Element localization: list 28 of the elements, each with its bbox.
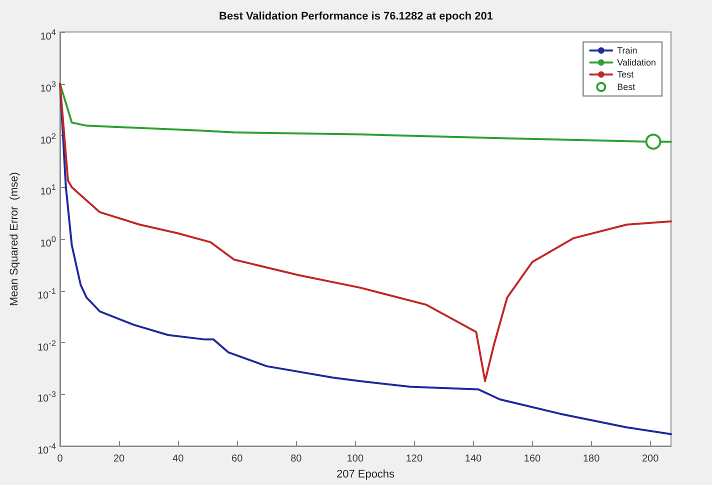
legend-label: Validation [617,58,656,68]
y-tick-label: 10$^{4}$ [40,26,56,44]
x-tick-label: 80 [290,454,302,465]
x-tick-label: 200 [642,454,660,465]
x-tick-label: 180 [582,454,600,465]
x-tick-label: 160 [524,454,542,465]
y-tick-label: 10$^{-1}$ [37,284,56,304]
x-tick-label: 0 [57,454,64,465]
y-tick-label: 10$^{-4}$ [37,440,56,458]
y-tick-label: 10$^{2}$ [40,130,56,148]
x-tick-label: 100 [346,454,364,465]
legend-label: Train [617,46,638,56]
y-tick-label: 10$^{0}$ [40,233,56,252]
x-tick-label: 60 [232,454,244,465]
line-series [59,82,672,382]
y-tick-label: 10$^{-3}$ [37,388,56,407]
x-tick-label: 20 [113,454,126,465]
legend-label: Best [617,82,636,92]
y-tick-label: 10$^{1}$ [40,181,56,200]
legend-label: Test [617,70,634,80]
x-tick-label: 120 [406,454,423,465]
x-tick-label: 40 [172,454,184,465]
x-tick-label: 140 [464,454,482,465]
x-axis-title: 207 Epochs [336,468,396,480]
y-tick-label: 10$^{3}$ [40,78,56,96]
y-axis-title: Mean Squared Error (mse) [8,172,20,306]
chart-title: Best Validation Performance is 76.1282 at epoch 201 [219,10,493,22]
y-tick-label: 10$^{-2}$ [37,336,56,355]
